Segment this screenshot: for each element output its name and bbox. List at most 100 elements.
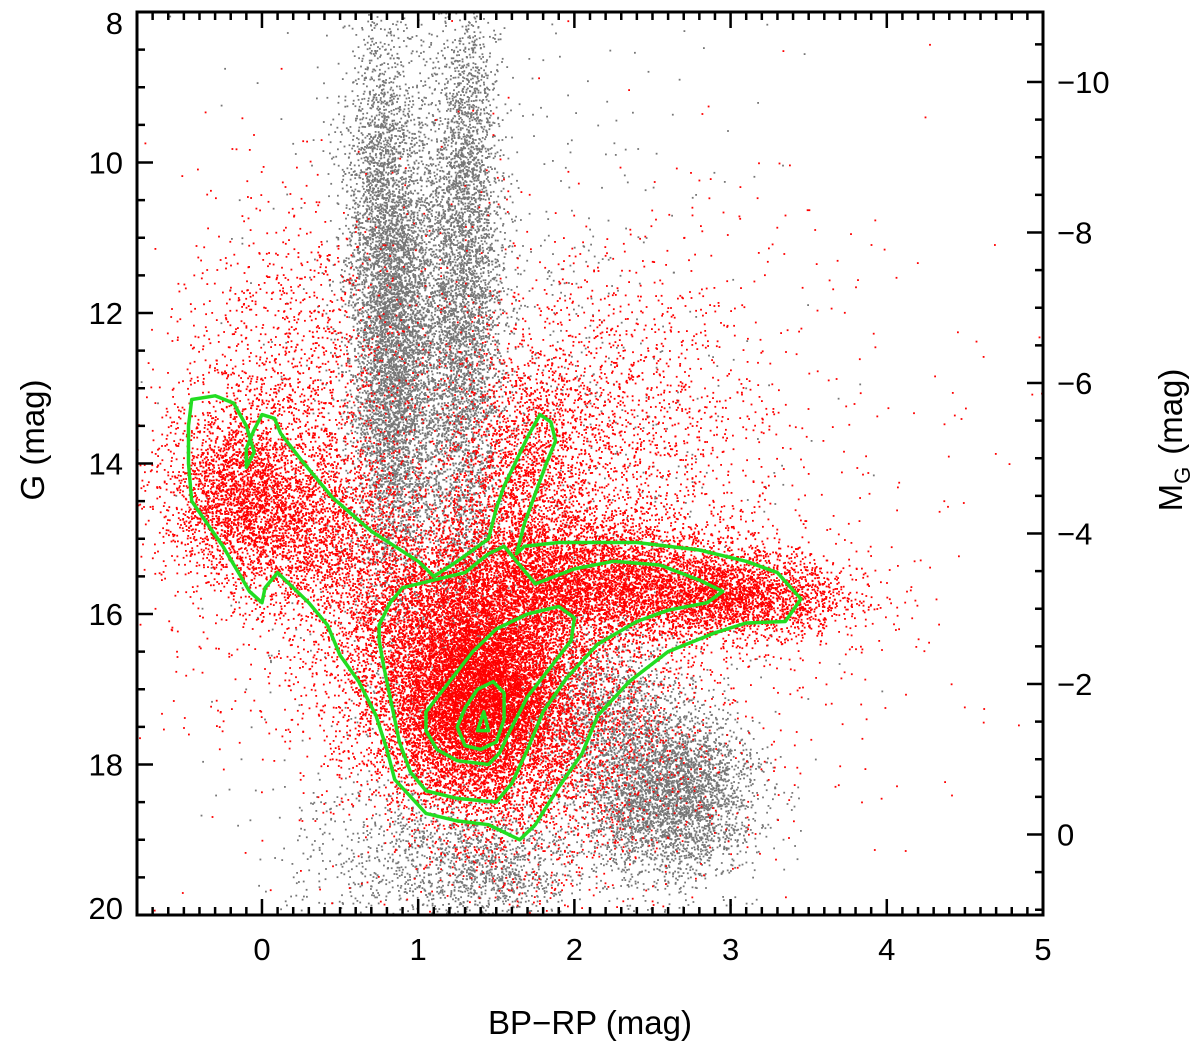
background-star-point <box>424 97 426 99</box>
background-star-point <box>377 670 379 672</box>
background-star-point <box>438 307 440 309</box>
background-star-point <box>410 415 412 417</box>
background-star-point <box>423 217 425 219</box>
background-star-point <box>408 352 410 354</box>
background-star-point <box>397 138 399 140</box>
background-star-point <box>349 238 351 240</box>
background-star-point <box>434 410 436 412</box>
background-star-point <box>361 483 363 485</box>
background-star-point <box>388 319 390 321</box>
background-star-point <box>433 270 435 272</box>
background-star-point <box>402 219 404 221</box>
background-star-point <box>372 418 374 420</box>
background-star-point <box>369 398 371 400</box>
background-star-point <box>393 148 395 150</box>
background-star-point <box>411 114 413 116</box>
background-star-point <box>403 178 405 180</box>
background-star-point <box>421 263 423 265</box>
background-star-point <box>376 329 378 331</box>
background-star-point <box>344 315 346 317</box>
background-star-point <box>402 337 404 339</box>
background-star-point <box>350 132 352 134</box>
background-star-point <box>381 266 383 268</box>
background-star-point <box>394 345 396 347</box>
background-star-point <box>388 436 390 438</box>
background-star-point <box>400 377 402 379</box>
background-star-point <box>402 491 404 493</box>
background-star-point <box>390 638 392 640</box>
background-star-point <box>381 395 383 397</box>
background-star-point <box>401 125 403 127</box>
background-star-point <box>351 263 353 265</box>
background-star-point <box>448 254 450 256</box>
background-star-point <box>423 194 425 196</box>
background-star-point <box>423 323 425 325</box>
background-star-point <box>386 204 388 206</box>
background-star-point <box>390 319 392 321</box>
background-star-point <box>357 458 359 460</box>
background-star-point <box>419 145 421 147</box>
background-star-point <box>420 433 422 435</box>
background-star-point <box>401 498 403 500</box>
background-star-point <box>372 311 374 313</box>
background-star-point <box>432 228 434 230</box>
background-star-point <box>345 448 347 450</box>
background-star-point <box>405 181 407 183</box>
background-star-point <box>408 237 410 239</box>
background-star-point <box>389 428 391 430</box>
background-star-point <box>365 331 367 333</box>
background-star-point <box>430 541 432 543</box>
background-star-point <box>428 77 430 79</box>
background-star-point <box>424 449 426 451</box>
background-star-point <box>418 449 420 451</box>
background-star-point <box>398 514 400 516</box>
background-star-point <box>431 315 433 317</box>
background-star-point <box>420 321 422 323</box>
background-star-point <box>367 301 369 303</box>
background-star-point <box>357 546 359 548</box>
background-star-point <box>343 261 345 263</box>
background-star-point <box>394 202 396 204</box>
background-star-point <box>393 98 395 100</box>
background-star-point <box>336 333 338 335</box>
background-star-point <box>405 182 407 184</box>
background-star-point <box>432 374 434 376</box>
background-star-point <box>394 294 396 296</box>
background-star-point <box>431 74 433 76</box>
background-star-point <box>401 523 403 525</box>
background-star-point <box>414 274 416 276</box>
background-star-point <box>425 435 427 437</box>
background-star-point <box>411 133 413 135</box>
background-star-point <box>385 109 387 111</box>
background-star-point <box>366 428 368 430</box>
background-star-point <box>366 453 368 455</box>
background-star-point <box>411 137 413 139</box>
background-star-point <box>393 669 395 671</box>
background-star-point <box>421 307 423 309</box>
background-star-point <box>375 598 377 600</box>
background-star-point <box>370 363 372 365</box>
background-star-point <box>346 207 348 209</box>
background-star-point <box>429 515 431 517</box>
background-star-point <box>397 500 399 502</box>
background-star-point <box>405 277 407 279</box>
background-star-point <box>372 38 374 40</box>
background-star-point <box>428 282 430 284</box>
background-star-point <box>424 225 426 227</box>
background-star-point <box>394 164 396 166</box>
background-star-point <box>436 480 438 482</box>
background-star-point <box>407 220 409 222</box>
background-star-point <box>411 106 413 108</box>
background-star-point <box>391 321 393 323</box>
background-star-point <box>385 367 387 369</box>
background-star-point <box>388 339 390 341</box>
background-star-point <box>380 424 382 426</box>
background-star-point <box>360 507 362 509</box>
background-star-point <box>400 600 402 602</box>
background-star-point <box>344 337 346 339</box>
background-star-point <box>409 100 411 102</box>
background-star-point <box>340 289 342 291</box>
background-star-point <box>352 207 354 209</box>
background-star-point <box>418 380 420 382</box>
